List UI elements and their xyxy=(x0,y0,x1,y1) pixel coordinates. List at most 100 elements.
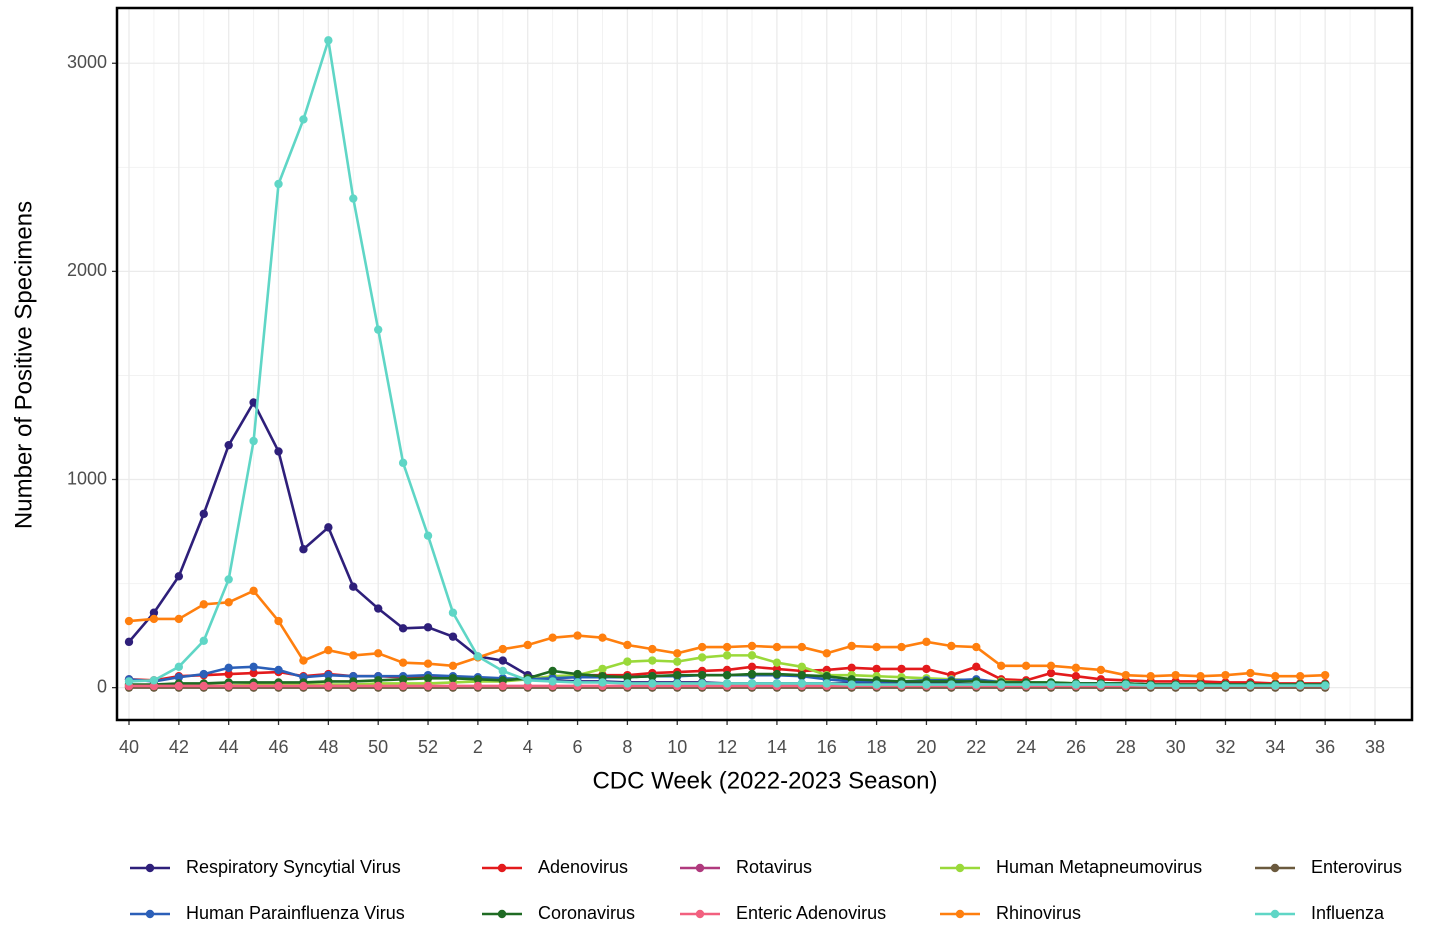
x-tick-label: 24 xyxy=(1016,737,1036,757)
series-point xyxy=(1021,661,1031,670)
legend-label: Rhinovirus xyxy=(996,903,1081,923)
series-point xyxy=(598,664,607,674)
x-tick-label: 34 xyxy=(1265,737,1285,757)
series-point xyxy=(398,458,408,468)
series-point xyxy=(324,645,333,655)
series-point xyxy=(1121,680,1131,689)
series-point xyxy=(997,661,1006,670)
series-point xyxy=(847,663,856,673)
series-point xyxy=(174,572,184,581)
series-point xyxy=(822,671,831,681)
series-point xyxy=(847,641,856,651)
series-point xyxy=(997,680,1006,689)
x-tick-label: 2 xyxy=(473,737,483,757)
series-point xyxy=(149,614,159,624)
series-point xyxy=(174,662,184,672)
series-point xyxy=(299,656,308,665)
series-point xyxy=(224,575,233,584)
y-tick-label: 1000 xyxy=(67,468,107,488)
series-point xyxy=(324,681,333,691)
series-point xyxy=(149,608,159,617)
series-point xyxy=(498,644,507,654)
series-point xyxy=(623,657,632,666)
x-tick-label: 16 xyxy=(817,737,837,757)
series-point xyxy=(249,681,258,691)
legend-label: Coronavirus xyxy=(538,903,635,923)
series-point xyxy=(772,642,782,652)
series-point xyxy=(274,179,283,189)
series-point xyxy=(797,642,807,652)
x-tick-label: 4 xyxy=(523,737,533,757)
series-point xyxy=(174,681,184,691)
series-point xyxy=(922,664,931,674)
series-point xyxy=(398,624,408,633)
series-point xyxy=(523,640,532,650)
series-point xyxy=(423,531,433,540)
series-point xyxy=(1096,665,1106,675)
series-point xyxy=(199,669,208,679)
series-point xyxy=(1246,681,1255,690)
series-point xyxy=(224,440,233,450)
series-point xyxy=(972,680,981,689)
legend-key-point xyxy=(695,863,705,873)
series-point xyxy=(1071,680,1081,689)
x-tick-label: 42 xyxy=(169,737,189,757)
x-tick-label: 20 xyxy=(916,737,936,757)
series-point xyxy=(274,665,283,675)
series-point xyxy=(249,586,258,596)
series-point xyxy=(1171,670,1180,680)
series-point xyxy=(697,670,707,680)
series-point xyxy=(573,669,582,679)
series-point xyxy=(423,623,433,632)
x-tick-label: 36 xyxy=(1315,737,1335,757)
series-point xyxy=(747,651,757,660)
series-point xyxy=(1171,681,1180,690)
series-point xyxy=(1221,670,1230,680)
series-point xyxy=(747,669,757,679)
plot-frame xyxy=(115,6,1414,722)
y-tick-label: 2000 xyxy=(67,260,107,280)
x-tick-label: 30 xyxy=(1166,737,1186,757)
series-point xyxy=(349,681,358,691)
series-point xyxy=(872,642,881,652)
x-tick-label: 46 xyxy=(269,737,289,757)
series-point xyxy=(573,678,582,687)
series-point xyxy=(224,663,233,673)
x-tick-label: 6 xyxy=(573,737,583,757)
x-tick-label: 38 xyxy=(1365,737,1385,757)
series-point xyxy=(498,666,507,676)
series-point xyxy=(797,662,807,672)
series-point xyxy=(124,677,134,686)
legend-key-point xyxy=(497,863,507,873)
series-point xyxy=(673,670,682,680)
series-point xyxy=(448,674,458,683)
series-point xyxy=(548,633,557,642)
series-point xyxy=(722,642,732,652)
series-point xyxy=(374,325,383,334)
series-point xyxy=(324,523,333,532)
series-point xyxy=(199,600,208,609)
series-point xyxy=(498,681,507,691)
series-point xyxy=(1196,671,1205,681)
series-point xyxy=(648,656,657,665)
x-axis-title: CDC Week (2022-2023 Season) xyxy=(592,767,937,794)
series-point xyxy=(299,545,308,554)
series-point xyxy=(623,640,632,650)
x-tick-label: 14 xyxy=(767,737,787,757)
series-point xyxy=(897,664,906,674)
series-point xyxy=(448,608,458,617)
x-tick-label: 40 xyxy=(119,737,139,757)
x-tick-label: 32 xyxy=(1215,737,1235,757)
series-point xyxy=(673,649,682,658)
series-point xyxy=(747,662,757,672)
series-point xyxy=(174,614,184,624)
series-point xyxy=(872,664,881,674)
series-point xyxy=(922,637,931,647)
legend-label: Human Parainfluenza Virus xyxy=(186,903,405,923)
series-point xyxy=(1246,668,1255,678)
series-point xyxy=(797,670,807,680)
series-point xyxy=(697,679,707,688)
legend-key-point xyxy=(1270,909,1280,919)
series-point xyxy=(349,651,358,660)
